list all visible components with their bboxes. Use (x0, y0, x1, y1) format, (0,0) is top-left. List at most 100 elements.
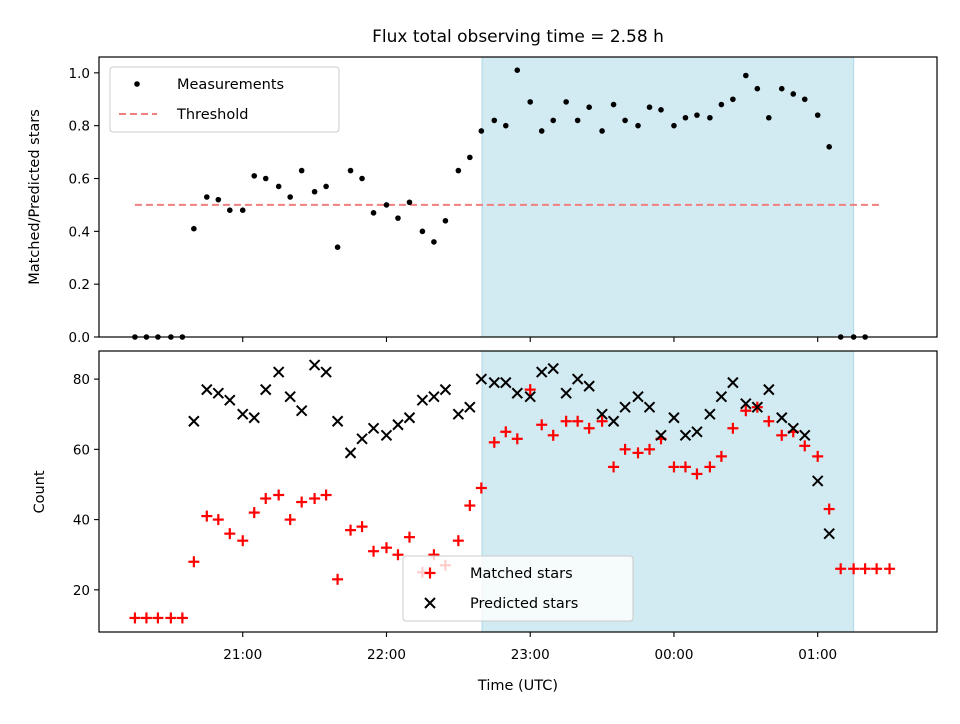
matched-star-point (188, 556, 200, 568)
measurement-point (502, 122, 509, 129)
ratio-panel-legend: Measurements Threshold (109, 66, 340, 133)
predicted-star-point (248, 412, 260, 424)
measurement-point (682, 114, 689, 121)
measurement-point (694, 112, 700, 118)
matched-star-point (273, 489, 285, 501)
predicted-star-point (583, 380, 595, 392)
predicted-star-point (607, 415, 620, 427)
x-marker-b (727, 376, 739, 389)
x-marker-b (237, 408, 249, 420)
y-tick-label: 0.4 (69, 224, 90, 240)
measurement-point (419, 228, 426, 235)
x-marker-b (668, 412, 680, 424)
predicted-star-point (295, 405, 308, 417)
observing-window-span (481, 56, 855, 338)
measurement-point (635, 122, 641, 129)
ratio-panel-y-ticks: 0.0 0.2 0.4 0.6 0.8 1.0 (69, 66, 99, 346)
predicted-star-point (776, 412, 788, 424)
legend-entry-label: Threshold (176, 107, 248, 123)
x-marker-b (260, 383, 272, 396)
measurement-point (431, 239, 437, 245)
predicted-star-point (571, 373, 584, 385)
matched-star-point (668, 461, 680, 473)
y-tick-label: 20 (73, 583, 90, 599)
measurement-point (586, 104, 592, 110)
x-marker-b (295, 405, 308, 417)
legend-dot-swatch (134, 81, 140, 87)
matched-star-point (715, 450, 727, 462)
x-marker-b (439, 383, 452, 396)
predicted-star-point (439, 383, 452, 396)
measurement-point (478, 128, 485, 134)
matched-star-point (812, 450, 824, 462)
count-panel: 21:00 22:00 23:00 00:00 01:00 20 40 60 80 Count… (32, 350, 938, 663)
x-tick-label: 01:00 (798, 647, 837, 663)
measurement-point (766, 114, 772, 121)
predicted-star-point (560, 387, 572, 399)
predicted-star-point (691, 426, 703, 438)
measurement-point (622, 117, 628, 124)
matched-star-point (500, 426, 512, 438)
measurement-point (215, 196, 222, 203)
measurement-point (754, 85, 761, 92)
x-marker-b (331, 415, 344, 427)
predicted-star-point (679, 429, 692, 442)
x-marker-b (751, 401, 764, 413)
measurement-point (191, 225, 197, 232)
matched-star-point (332, 573, 344, 585)
matched-star-point (380, 542, 392, 554)
x-marker-b (424, 597, 436, 609)
y-tick-label: 0.8 (69, 119, 90, 135)
predicted-star-point (464, 401, 476, 413)
x-marker-b (201, 383, 213, 396)
x-marker-b (619, 401, 631, 413)
predicted-star-point (367, 422, 380, 434)
predicted-star-point (237, 408, 249, 420)
legend-entry-label: Matched stars (470, 566, 573, 582)
matched-star-point (619, 443, 631, 455)
predicted-star-point (596, 408, 608, 420)
matched-star-point (763, 415, 775, 427)
measurement-point (251, 173, 258, 179)
matched-star-point (475, 482, 487, 494)
matched-star-point (859, 563, 871, 575)
measurement-point (778, 85, 785, 92)
matched-star-point (536, 419, 548, 431)
measurement-point (538, 128, 545, 134)
matched-star-point (608, 461, 620, 473)
matched-star-point (596, 415, 608, 427)
chart-title: Flux total observing time = 2.58 h (372, 27, 664, 47)
ratio-panel-x-ticks (242, 337, 819, 342)
x-marker-b (272, 366, 285, 378)
count-panel-frame (98, 350, 938, 633)
x-marker-b (571, 373, 584, 385)
predicted-star-point (619, 401, 631, 413)
measurement-point (743, 72, 749, 79)
matched-star-point (165, 612, 177, 624)
x-marker-b (691, 426, 703, 438)
predicted-star-point (403, 412, 416, 424)
predicted-star-point (260, 383, 272, 396)
matched-star-point (176, 612, 188, 624)
x-marker-b (511, 387, 523, 399)
predicted-star-point (763, 383, 775, 396)
matched-star-point (583, 422, 595, 434)
predicted-star-point (308, 359, 321, 371)
legend-x-swatch (424, 597, 436, 609)
x-tick-label: 00:00 (655, 647, 694, 663)
predicted-star-point (715, 390, 728, 403)
predicted-star-point (811, 475, 824, 487)
matched-star-point (848, 563, 860, 575)
predicted-star-point (320, 366, 332, 378)
predicted-star-point (547, 362, 559, 375)
x-marker-b (763, 383, 775, 396)
x-tick-label: 22:00 (367, 647, 406, 663)
x-marker-b (475, 373, 488, 385)
x-marker-b (655, 429, 667, 442)
predicted-star-point (632, 390, 644, 403)
matched-star-point (547, 429, 559, 441)
measurement-point (814, 112, 821, 118)
predicted-star-point (536, 366, 548, 378)
legend-box (109, 66, 340, 133)
ratio-panel-y-label: Matched/Predicted stars (27, 109, 43, 285)
